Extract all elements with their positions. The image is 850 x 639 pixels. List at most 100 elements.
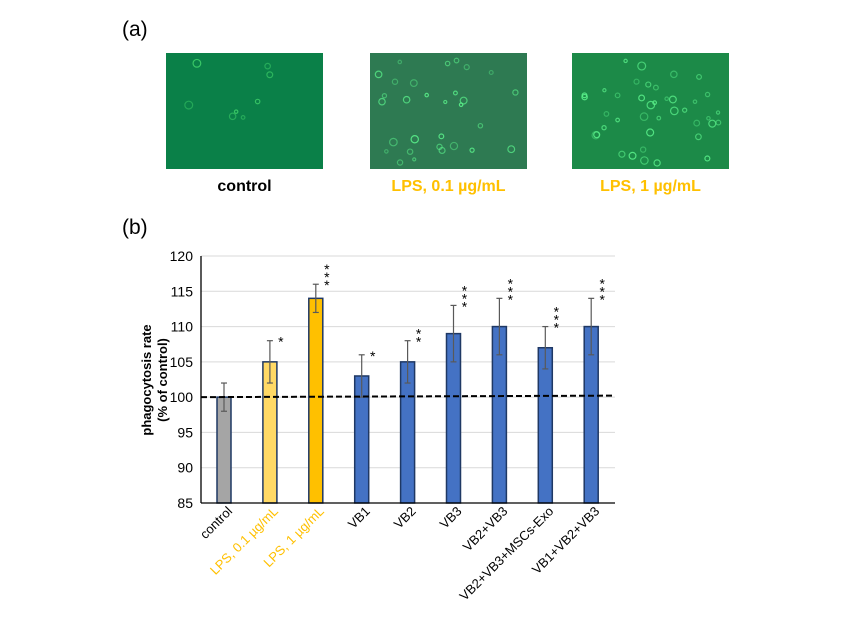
cell-spot xyxy=(396,159,404,166)
cell-spot xyxy=(692,99,698,104)
cell-spot xyxy=(488,69,494,75)
asterisk: * xyxy=(416,334,422,350)
asterisk: * xyxy=(324,261,330,277)
y-axis-label-line: (% of control) xyxy=(155,338,170,422)
cell-spot xyxy=(384,149,389,154)
asterisk: * xyxy=(508,283,514,299)
cell-spot xyxy=(646,128,655,137)
y-tick-label: 110 xyxy=(171,319,194,335)
cell-spot xyxy=(184,100,194,110)
cell-spot xyxy=(704,155,711,162)
y-tick-label: 105 xyxy=(170,354,194,370)
significance-marker: *** xyxy=(462,282,468,314)
cell-spot xyxy=(507,145,516,154)
cell-spot xyxy=(443,99,448,105)
bar-chart: 85 90 95 100 105 110 115 120 phagocytosis rate(%… xyxy=(139,248,616,604)
micrograph-caption: control xyxy=(217,178,271,195)
cell-spot xyxy=(639,112,649,122)
cell-spot xyxy=(438,146,446,155)
cell-spot xyxy=(389,137,398,147)
asterisk: * xyxy=(554,320,560,336)
significance-marker: *** xyxy=(599,275,605,307)
cell-spot xyxy=(623,58,628,64)
micrograph-2: LPS, 1 µg/mL xyxy=(572,53,729,195)
y-tick-label: 90 xyxy=(177,460,193,476)
cell-spot xyxy=(601,125,607,131)
cell-spot xyxy=(695,133,702,141)
cell-spot xyxy=(410,135,419,144)
cell-spot xyxy=(409,79,418,88)
cell-spot xyxy=(664,96,670,102)
cell-spot xyxy=(254,98,261,105)
y-tick-label: 100 xyxy=(170,389,194,405)
cell-spot xyxy=(264,62,271,70)
micrograph-caption: LPS, 1 µg/mL xyxy=(600,178,701,195)
cell-spot xyxy=(646,100,656,110)
cell-spot xyxy=(645,81,652,88)
cell-spot xyxy=(192,58,202,68)
cell-spot xyxy=(656,115,662,121)
cell-spot xyxy=(637,61,647,71)
cell-spot xyxy=(452,90,458,96)
micrograph-caption: LPS, 0.1 µg/mL xyxy=(391,178,505,195)
significance-marker: *** xyxy=(554,304,560,336)
asterisk: * xyxy=(554,312,560,328)
cell-spot xyxy=(397,59,403,65)
cell-spot xyxy=(581,92,588,99)
x-tick-label: VB1 xyxy=(345,504,373,532)
asterisk: * xyxy=(599,275,605,291)
cell-spot xyxy=(463,64,470,71)
asterisk: * xyxy=(416,326,422,342)
cell-spot xyxy=(381,93,388,99)
asterisk: * xyxy=(599,291,605,307)
cell-spot xyxy=(639,146,647,153)
panel-a-label: (a) xyxy=(122,18,148,41)
cell-spot xyxy=(469,147,475,153)
y-tick-label: 95 xyxy=(177,424,193,440)
significance-marker: * xyxy=(370,348,376,364)
y-axis-label-line: phagocytosis rate xyxy=(139,324,154,435)
cell-spot xyxy=(581,93,588,101)
cell-spot xyxy=(458,102,464,108)
cell-spot xyxy=(681,107,688,113)
micrograph-panel: control LPS, 0.1 µg/mL LPS, 1 µg/mL xyxy=(166,53,729,195)
cell-spot xyxy=(640,156,649,165)
cell-spot xyxy=(603,111,610,117)
cell-spot xyxy=(444,60,451,67)
asterisk: * xyxy=(508,275,514,291)
cell-spot xyxy=(696,73,703,80)
cell-spot xyxy=(704,91,711,98)
cell-spot xyxy=(240,115,246,120)
bar xyxy=(216,396,232,504)
micrograph-image xyxy=(166,53,323,169)
asterisk: * xyxy=(324,277,330,293)
cell-spot xyxy=(706,115,711,121)
asterisk: * xyxy=(508,291,514,307)
bar xyxy=(308,297,324,504)
y-tick-label: 85 xyxy=(177,495,193,511)
y-tick-label: 120 xyxy=(170,248,194,264)
asterisk: * xyxy=(599,283,605,299)
cell-spot xyxy=(602,88,607,93)
cell-spot xyxy=(512,89,519,96)
asterisk: * xyxy=(462,298,468,314)
cell-spot xyxy=(669,106,679,116)
significance-marker: *** xyxy=(508,275,514,307)
asterisk: * xyxy=(462,290,468,306)
x-tick-label: control xyxy=(197,503,235,541)
asterisk: * xyxy=(462,282,468,298)
panel-b-label: (b) xyxy=(122,216,148,239)
cell-spot xyxy=(477,122,484,129)
asterisk: * xyxy=(324,269,330,285)
cell-spot xyxy=(449,141,459,151)
cell-spot xyxy=(693,119,701,127)
asterisk: * xyxy=(554,304,560,320)
cell-spot xyxy=(652,84,659,91)
micrograph-0: control xyxy=(166,53,323,195)
cell-spot xyxy=(614,92,621,99)
cell-spot xyxy=(402,95,411,104)
micrograph-image xyxy=(370,53,527,169)
cell-spot xyxy=(266,71,274,79)
significance-marker: *** xyxy=(324,261,330,293)
